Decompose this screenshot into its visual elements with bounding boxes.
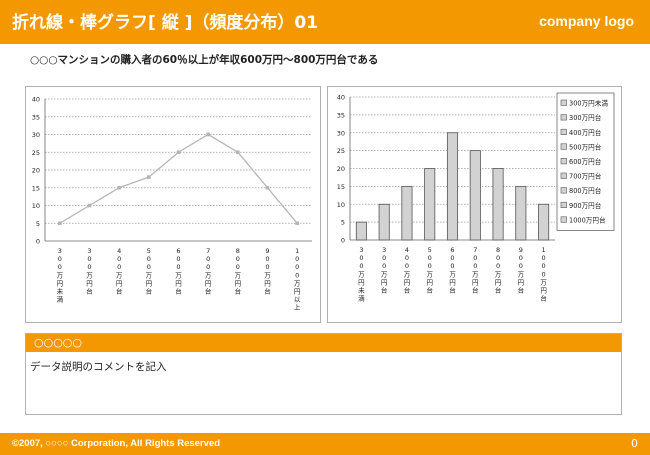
legend-entry: 700万円台 — [569, 172, 602, 181]
y-tick-label: 10 — [337, 201, 345, 209]
x-tick-label: 4 0 0 万円台 — [116, 247, 123, 296]
line-chart: 0 5 10 15 20 25 30 35 40 3 0 0 万円未満 3 0 0 万円台 4 0 0 万円台 5 0 0 万円… — [32, 96, 312, 312]
y-tick-label: 40 — [337, 94, 345, 102]
x-tick-label: 3 0 0 万円未満 — [358, 246, 365, 303]
legend-entry: 400万円台 — [569, 128, 602, 137]
line-point — [58, 221, 62, 226]
y-tick-label: 35 — [32, 113, 40, 121]
legend-swatch — [560, 114, 567, 121]
y-tick-label: 40 — [32, 96, 40, 104]
legend-entry: 300万円台 — [569, 113, 602, 122]
legend-swatch — [560, 158, 567, 165]
line-series — [59, 133, 298, 224]
legend-entry: 800万円台 — [569, 186, 602, 195]
x-tick-label: 9 0 0 万円台 — [264, 247, 271, 296]
company-logo: company logo — [539, 13, 634, 29]
line-point — [295, 221, 299, 226]
bar — [378, 203, 390, 241]
footer-bar: ©2007, ○○○○ Corporation, All Rights Rese… — [0, 433, 650, 455]
legend-swatch — [560, 216, 567, 223]
bar — [515, 185, 527, 241]
y-tick-label: 25 — [32, 149, 40, 157]
y-tick-label: 25 — [337, 147, 345, 155]
y-tick-label: 30 — [32, 131, 40, 139]
bar — [355, 221, 367, 241]
legend-swatch — [560, 187, 567, 194]
chart-subtitle: ○○○マンションの購入者の60％以上が年収600万円～800万円台である — [30, 54, 379, 66]
x-tick-label: 8 0 0 万円台 — [495, 246, 502, 295]
y-tick-label: 5 — [341, 219, 345, 227]
page-number: 0 — [631, 437, 638, 450]
x-tick-label: 3 0 0 万円台 — [86, 247, 93, 296]
legend-swatch — [560, 172, 567, 179]
line-point — [236, 150, 240, 155]
x-tick-label: 7 0 0 万円台 — [472, 246, 479, 295]
line-point — [147, 175, 151, 179]
comment-text: データ説明のコメントを記入 — [30, 361, 167, 373]
x-tick-label: 4 0 0 万円台 — [404, 246, 411, 295]
comment-box: ○○○○○ データ説明のコメントを記入 — [25, 333, 622, 415]
header-bar: 折れ線・棒グラフ[ 縦 ]（頻度分布）01 company logo — [0, 0, 650, 44]
footer-copyright: ©2007, ○○○○ Corporation, All Rights Rese… — [12, 438, 221, 449]
x-tick-label: 1 0 0 0 万円台 — [540, 246, 547, 303]
y-tick-label: 15 — [32, 184, 40, 192]
x-tick-label: 5 0 0 万円台 — [426, 246, 433, 295]
bar — [469, 150, 481, 241]
legend-swatch — [560, 143, 567, 150]
y-tick-label: 20 — [337, 165, 345, 173]
comment-heading: ○○○○○ — [34, 336, 82, 349]
y-tick-label: 5 — [36, 220, 40, 228]
x-tick-label: 1 0 0 0 万円以上 — [294, 247, 301, 312]
legend-entry: 1000万円台 — [569, 215, 606, 224]
comment-header: ○○○○○ — [26, 334, 621, 352]
page-title: 折れ線・棒グラフ[ 縦 ]（頻度分布）01 — [12, 13, 319, 33]
line-point — [117, 185, 121, 190]
x-tick-label: 9 0 0 万円台 — [518, 246, 525, 295]
x-tick-label: 7 0 0 万円台 — [205, 247, 212, 296]
bar — [492, 168, 504, 241]
legend-entry: 500万円台 — [569, 142, 602, 151]
bar — [401, 185, 413, 241]
line-point — [87, 203, 92, 208]
y-tick-label: 15 — [337, 183, 345, 191]
x-tick-label: 8 0 0 万円台 — [235, 247, 242, 296]
y-tick-label: 0 — [341, 237, 345, 245]
x-tick-label: 5 0 0 万円台 — [146, 247, 153, 296]
legend-swatch — [560, 201, 567, 208]
x-tick-label: 6 0 0 万円台 — [449, 246, 456, 295]
legend-swatch — [560, 128, 567, 136]
bar-chart: 0 5 10 15 20 25 30 35 40 3 0 0 万円未満 3 0 0 万円台 4 0 0 万円台 5 0 0 万円… — [337, 92, 615, 303]
x-tick-label: 3 0 0 万円未満 — [57, 247, 64, 304]
line-chart-panel: 0 5 10 15 20 25 30 35 40 3 0 0 万円未満 3 0 0 万円台 4 0 0 万円台 5 0 0 万円… — [25, 86, 321, 323]
line-point — [265, 185, 270, 190]
legend-swatch — [560, 99, 567, 106]
legend-entry: 300万円未満 — [569, 99, 608, 108]
y-tick-label: 0 — [36, 238, 40, 246]
x-tick-label: 6 0 0 万円台 — [175, 247, 182, 296]
y-tick-label: 10 — [32, 202, 40, 210]
x-tick-label: 3 0 0 万円台 — [381, 246, 388, 295]
bar-chart-panel: 0 5 10 15 20 25 30 35 40 3 0 0 万円未満 3 0 0 万円台 4 0 0 万円台 5 0 0 万円… — [327, 86, 622, 323]
legend-entry: 600万円台 — [569, 157, 602, 166]
legend-entry: 900万円台 — [569, 201, 602, 210]
line-point — [206, 132, 210, 137]
bar — [446, 132, 459, 241]
y-tick-label: 35 — [337, 111, 345, 119]
line-point — [176, 150, 181, 155]
bar — [538, 203, 550, 241]
y-tick-label: 20 — [32, 167, 40, 175]
bar — [424, 168, 436, 241]
y-tick-label: 30 — [337, 129, 345, 137]
